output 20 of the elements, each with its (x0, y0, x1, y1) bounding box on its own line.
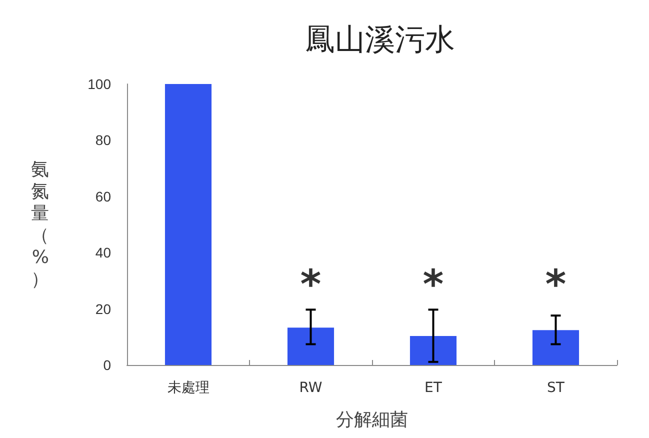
bar (287, 328, 334, 365)
x-axis-title: 分解細菌 (336, 410, 408, 430)
y-axis-title: 氨氮量（%） (31, 159, 49, 290)
y-tick-label: 40 (95, 244, 112, 261)
bar (164, 84, 212, 365)
y-tick-label: 100 (88, 76, 112, 92)
x-tick-label: ET (424, 380, 442, 396)
bar (532, 330, 580, 365)
annotation: * (300, 262, 322, 308)
annotation: * (422, 262, 444, 308)
x-tick-label: 未處理 (167, 380, 210, 396)
y-tick-label: 20 (95, 300, 112, 317)
y-tick-label: 0 (103, 357, 112, 373)
y-tick-label: 60 (95, 188, 112, 204)
y-tick-label: 80 (95, 132, 112, 148)
x-tick-label: RW (299, 380, 322, 396)
chart-title: 鳳山溪污水 (305, 22, 455, 58)
x-tick-label: ST (547, 380, 565, 396)
annotation: * (545, 262, 566, 308)
bar (410, 336, 457, 365)
